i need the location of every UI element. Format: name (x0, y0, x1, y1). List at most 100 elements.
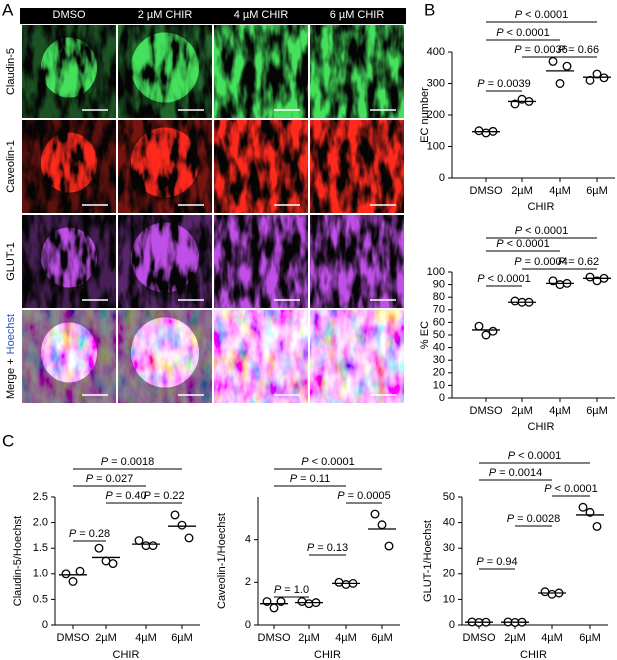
p-text: = 0.0028 (514, 513, 560, 525)
p-symbol: P (274, 584, 282, 596)
y-tick-label: 30 (443, 542, 455, 554)
row-label: GLUT-1 (5, 242, 17, 281)
p-symbol: P (143, 490, 151, 502)
data-point (585, 507, 595, 517)
p-symbol: P (507, 513, 515, 525)
y-tick-label: 20 (433, 367, 445, 379)
row-label: Merge + Hoechst (5, 314, 17, 399)
p-text: = 0.40 (113, 490, 147, 502)
p-symbol: P (515, 225, 523, 237)
p-symbol: P (337, 490, 345, 502)
p-value-label: P < 0.0001 (301, 456, 355, 468)
p-value-label: P = 0.0014 (489, 467, 543, 479)
column-header: 4 µM CHIR (234, 9, 289, 21)
y-tick-label: 0 (449, 619, 455, 631)
y-tick-label: 50 (433, 329, 445, 341)
p-text: = 0.0014 (496, 467, 542, 479)
p-value-label: P = 0.62 (558, 256, 599, 268)
data-point (184, 533, 194, 543)
data-point (592, 521, 602, 531)
x-tick-label: 2µM (511, 405, 533, 417)
p-value-label: P = 0.0004 (514, 256, 568, 268)
p-text: = 0.13 (314, 542, 348, 554)
data-point (170, 510, 180, 520)
p-symbol: P (86, 473, 94, 485)
data-point (68, 577, 78, 586)
micrograph-texture (310, 25, 404, 118)
p-text: = 0.027 (93, 473, 133, 485)
p-value-label: P < 0.0001 (515, 225, 569, 237)
x-tick-label: 6µM (171, 632, 193, 644)
p-symbol: P (544, 483, 552, 495)
p-text: = 0.28 (76, 528, 110, 540)
data-point (304, 599, 314, 609)
p-symbol: P (101, 456, 109, 468)
p-symbol: P (477, 78, 485, 90)
p-value-label: P = 0.0036 (514, 44, 568, 56)
p-symbol: P (508, 450, 516, 462)
data-point (61, 569, 71, 579)
p-value-label: P = 0.0028 (507, 513, 561, 525)
p-text: = 0.0004 (522, 256, 568, 268)
y-tick-label: 2.5 (33, 491, 48, 503)
y-tick-label: 0.5 (33, 593, 48, 605)
x-tick-label: 4µM (549, 405, 571, 417)
p-symbol: P (307, 542, 315, 554)
p-symbol: P (514, 256, 522, 268)
data-point (578, 502, 588, 512)
x-tick-label: 2µM (95, 632, 117, 644)
x-tick-label: 4µM (335, 632, 357, 644)
x-axis-label: CHIR (528, 421, 555, 433)
p-value-label: P = 1.0 (274, 584, 309, 596)
p-symbol: P (69, 528, 77, 540)
row-label: Caveolin-1 (5, 140, 17, 193)
p-value-label: P = 0.027 (86, 473, 133, 485)
y-tick-label: 90 (433, 279, 445, 291)
p-text: = 0.22 (151, 490, 185, 502)
p-text: = 1.0 (281, 584, 309, 596)
micrograph-texture (310, 310, 404, 403)
p-symbol: P (476, 556, 484, 568)
p-value-label: P = 0.0018 (101, 456, 155, 468)
x-tick-label: 4µM (135, 632, 157, 644)
x-tick-label: DMSO (463, 632, 496, 644)
p-text: < 0.0001 (522, 9, 568, 21)
cell-colony (41, 132, 97, 193)
p-value-label: P = 0.94 (476, 556, 517, 568)
data-point (341, 580, 351, 589)
p-symbol: P (514, 44, 522, 56)
y-tick-label: 2.0 (33, 517, 48, 529)
data-point (384, 541, 394, 551)
y-tick-label: 1.0 (33, 568, 48, 580)
p-text: = 0.66 (565, 44, 599, 56)
y-tick-label: 1.5 (33, 542, 48, 554)
micrograph-texture (214, 25, 308, 118)
p-value-label: P < 0.0001 (496, 238, 550, 250)
cell-colony (131, 127, 199, 198)
y-tick-label: 50 (443, 491, 455, 503)
y-tick-label: 400 (427, 46, 445, 58)
p-symbol: P (558, 44, 566, 56)
p-symbol: P (496, 27, 504, 39)
panel-letter: B (424, 0, 435, 19)
p-text: < 0.0001 (485, 273, 531, 285)
p-value-label: P < 0.0001 (508, 450, 562, 462)
data-point (555, 280, 565, 290)
data-point (547, 589, 557, 599)
p-text: < 0.0001 (522, 225, 568, 237)
x-axis-label: CHIR (113, 649, 140, 660)
p-symbol: P (301, 456, 309, 468)
panel-letter: A (2, 0, 14, 19)
y-tick-label: 0 (439, 172, 445, 184)
y-tick-label: 0 (245, 619, 251, 631)
row-label-part: Merge + (5, 358, 17, 399)
cell-colony (41, 322, 97, 383)
row-label: Claudin-5 (5, 48, 17, 95)
y-tick-label: 100 (427, 140, 445, 152)
micrograph-grid: DMSO 2 µM CHIR 4 µM CHIR 6 µM CHIR Claudin-5… (5, 8, 406, 403)
p-symbol: P (496, 238, 504, 250)
x-tick-label: 4µM (541, 632, 563, 644)
p-symbol: P (515, 9, 523, 21)
p-text: < 0.0001 (309, 456, 355, 468)
